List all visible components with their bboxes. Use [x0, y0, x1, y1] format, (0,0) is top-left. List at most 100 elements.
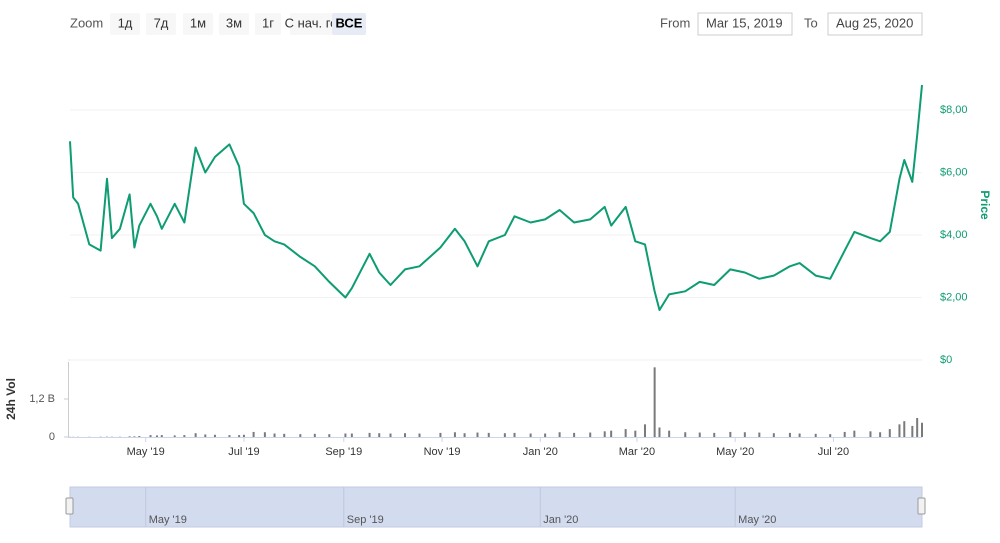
- volume-bar: [684, 432, 687, 437]
- to-value[interactable]: Aug 25, 2020: [836, 15, 913, 30]
- navigator-tick-label: May '20: [738, 514, 776, 526]
- volume-bar: [404, 433, 407, 437]
- x-tick-label: May '19: [127, 446, 165, 458]
- volume-bar: [624, 429, 627, 437]
- volume-bar: [758, 432, 761, 437]
- x-tick-label: Nov '19: [424, 446, 461, 458]
- volume-bar: [743, 432, 746, 437]
- volume-bar: [653, 367, 656, 437]
- volume-bar: [634, 430, 637, 437]
- volume-bar: [898, 424, 901, 437]
- navigator-mask[interactable]: [69, 486, 923, 528]
- x-tick-label: Jul '20: [818, 446, 849, 458]
- volume-bar: [213, 434, 216, 437]
- volume-bar: [698, 432, 701, 437]
- volume-bar: [829, 434, 832, 437]
- volume-bar: [610, 430, 613, 437]
- zoom-button[interactable]: [255, 13, 281, 35]
- volume-bar: [869, 431, 872, 437]
- volume-bar: [843, 431, 846, 437]
- from-input[interactable]: [697, 12, 793, 36]
- volume-bar: [344, 433, 347, 437]
- volume-bar: [263, 432, 266, 437]
- zoom-button-label[interactable]: ВСЕ: [336, 15, 363, 30]
- zoom-button[interactable]: [219, 13, 249, 35]
- zoom-button[interactable]: [332, 13, 366, 35]
- zoom-button[interactable]: [290, 13, 332, 35]
- volume-bar: [204, 434, 207, 437]
- from-value[interactable]: Mar 15, 2019: [706, 15, 783, 30]
- zoom-label: Zoom: [70, 15, 103, 30]
- zoom-button-label[interactable]: 1г: [262, 15, 274, 30]
- price-line: [69, 84, 923, 311]
- navigator-tick-label: May '19: [149, 514, 187, 526]
- volume-bar: [378, 433, 381, 437]
- volume-bar: [328, 434, 331, 437]
- volume-bar: [228, 435, 231, 437]
- x-tick-label: May '20: [716, 446, 754, 458]
- y-tick-label: $6,00: [940, 166, 968, 178]
- zoom-button[interactable]: [146, 13, 176, 35]
- y2-axis-title: 24h Vol: [4, 378, 18, 420]
- y2-tick-label: 0: [49, 431, 55, 443]
- volume-bar: [911, 425, 914, 437]
- y2-tick-label: 1,2 B: [29, 393, 55, 405]
- zoom-button-label[interactable]: 1д: [118, 15, 133, 30]
- volume-bar: [729, 431, 732, 437]
- y-tick-label: $4,00: [940, 229, 968, 241]
- y-tick-label: $8,00: [940, 104, 968, 116]
- volume-bar: [713, 432, 716, 437]
- volume-bar: [128, 436, 131, 437]
- volume-bar: [788, 432, 791, 437]
- volume-bar: [283, 433, 286, 437]
- volume-bar: [242, 434, 245, 437]
- volume-bar: [658, 427, 661, 437]
- volume-bar: [273, 433, 276, 437]
- volume-bar: [798, 433, 801, 437]
- volume-bar: [668, 430, 671, 437]
- volume-bar: [772, 433, 775, 437]
- volume-bar: [439, 432, 442, 437]
- volume-bar: [313, 433, 316, 437]
- volume-bar: [814, 433, 817, 437]
- volume-bar: [573, 432, 576, 437]
- volume-bar: [503, 433, 506, 437]
- volume-bar: [453, 432, 456, 437]
- volume-bar: [133, 436, 136, 437]
- volume-bar: [603, 431, 606, 437]
- volume-bar: [853, 430, 856, 437]
- volume-bar: [252, 431, 255, 437]
- volume-bar: [643, 424, 646, 437]
- y-tick-label: $0: [940, 354, 952, 366]
- zoom-button[interactable]: [110, 13, 140, 35]
- volume-bar: [544, 433, 547, 437]
- y-axis-title: Price: [978, 190, 992, 220]
- x-tick-label: Mar '20: [619, 446, 655, 458]
- volume-bar: [916, 418, 919, 437]
- volume-bar: [138, 436, 141, 437]
- navigator-tick-label: Sep '19: [347, 514, 384, 526]
- volume-bar: [888, 429, 891, 437]
- navigator-handle[interactable]: [65, 497, 74, 515]
- to-input[interactable]: [827, 12, 923, 36]
- volume-bar: [418, 433, 421, 437]
- zoom-button-label[interactable]: С нач. го: [285, 15, 338, 30]
- zoom-button-label[interactable]: 7д: [154, 15, 169, 30]
- volume-bar: [487, 432, 490, 437]
- zoom-button-label[interactable]: 1м: [190, 15, 206, 30]
- zoom-button-label[interactable]: 3м: [226, 15, 242, 30]
- volume-bar: [350, 433, 353, 437]
- from-label: From: [660, 15, 690, 30]
- y-tick-label: $2,00: [940, 291, 968, 303]
- volume-bar: [238, 435, 241, 437]
- zoom-button[interactable]: [183, 13, 213, 35]
- volume-bar: [921, 422, 923, 437]
- volume-bar: [463, 433, 466, 437]
- volume-bar: [368, 432, 371, 437]
- volume-bar: [558, 432, 561, 437]
- navigator-tick-label: Jan '20: [543, 514, 578, 526]
- volume-bar: [389, 433, 392, 437]
- volume-bar: [173, 435, 176, 437]
- volume-bar: [589, 432, 592, 437]
- navigator-handle[interactable]: [917, 497, 926, 515]
